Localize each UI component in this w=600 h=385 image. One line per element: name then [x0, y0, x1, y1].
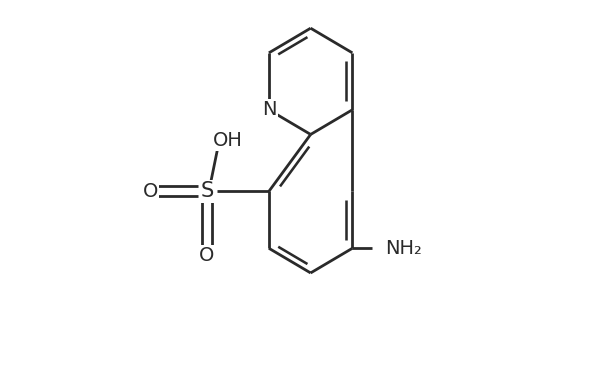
Text: OH: OH: [213, 131, 243, 150]
Text: N: N: [262, 100, 276, 119]
Text: S: S: [200, 181, 214, 201]
Text: O: O: [199, 246, 215, 265]
Text: O: O: [142, 182, 158, 201]
Text: NH₂: NH₂: [385, 239, 422, 258]
